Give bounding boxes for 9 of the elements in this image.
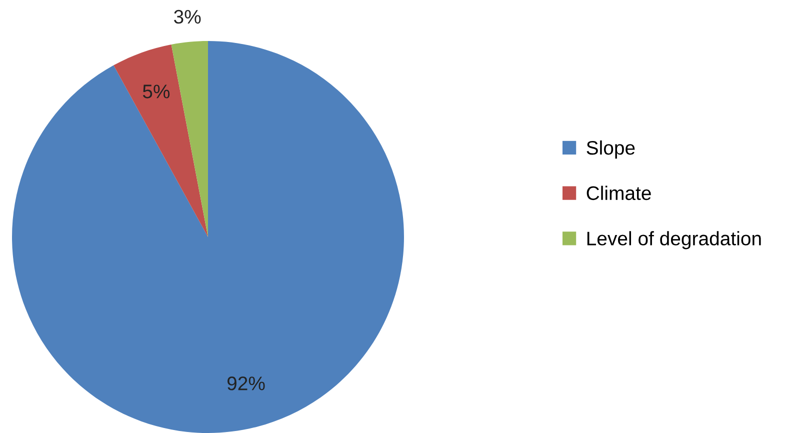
data-label: 5%: [142, 84, 170, 98]
data-label: 92%: [227, 376, 265, 390]
pie-slice: [114, 44, 208, 237]
legend-label: Level of degradation: [587, 231, 761, 250]
legend-label: Climate: [586, 186, 651, 200]
legend-label: Slope: [586, 140, 635, 159]
data-label: 3%: [174, 10, 201, 24]
pie-slice: [12, 41, 404, 433]
pie-slice: [171, 41, 208, 237]
